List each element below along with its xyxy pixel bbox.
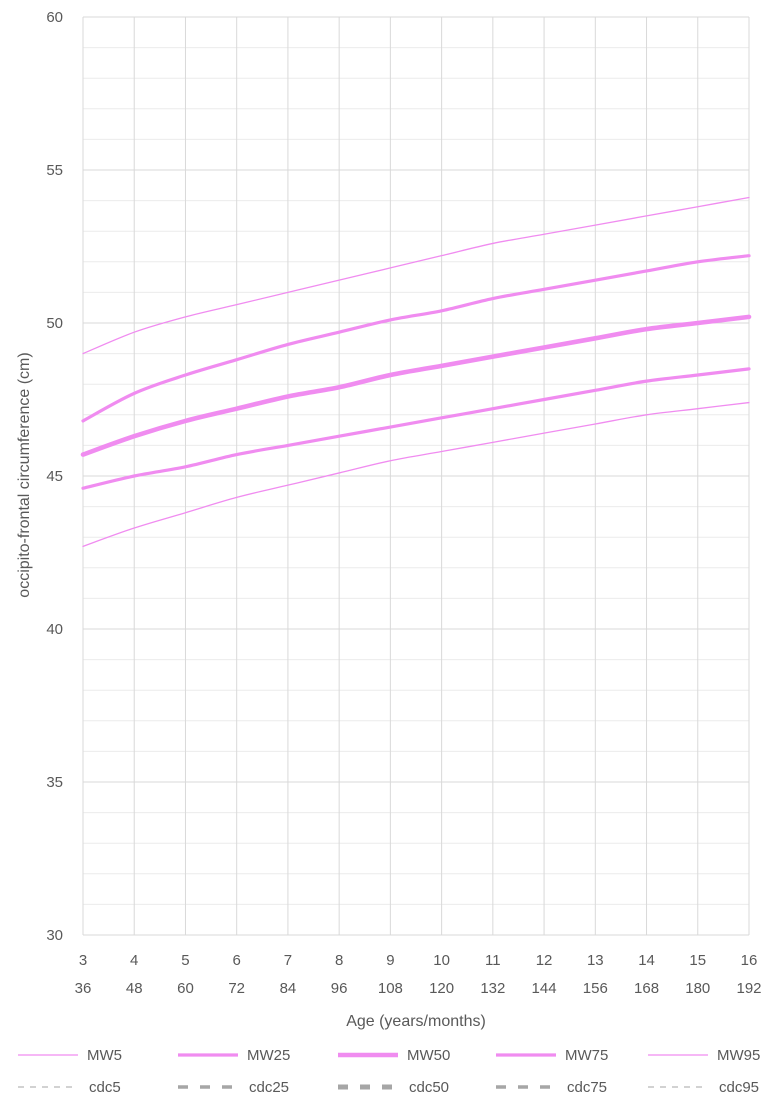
x-tick-label-month: 120 (429, 980, 454, 997)
major-gridlines (82, 16, 750, 936)
legend-label-mw25: MW25 (247, 1047, 290, 1064)
series-line-mw25 (81, 367, 751, 490)
series-line-mw5 (82, 401, 750, 548)
x-tick-label-month: 60 (177, 980, 194, 997)
x-tick-label-month: 96 (331, 980, 348, 997)
x-tick-label-month: 192 (736, 980, 761, 997)
y-tick-label: 40 (46, 621, 63, 638)
x-tick-label-year: 14 (638, 952, 655, 969)
x-axis-title: Age (years/months) (346, 1013, 486, 1030)
x-tick-label-year: 6 (233, 952, 241, 969)
legend-label-cdc25: cdc25 (249, 1079, 289, 1096)
x-tick-label-month: 156 (583, 980, 608, 997)
legend-label-mw5: MW5 (87, 1047, 122, 1064)
x-tick-label-month: 180 (685, 980, 710, 997)
legend-label-mw50: MW50 (407, 1047, 450, 1064)
series-line-mw95 (82, 196, 750, 355)
series-line-mw50 (80, 314, 752, 457)
x-tick-label-year: 13 (587, 952, 604, 969)
x-tick-label-month: 36 (75, 980, 92, 997)
x-tick-label-year: 7 (284, 952, 292, 969)
x-tick-label-year: 10 (433, 952, 450, 969)
x-tick-label-year: 8 (335, 952, 343, 969)
y-axis-ticks: 30 35 40 45 50 55 60 (46, 9, 63, 944)
x-tick-label-year: 9 (386, 952, 394, 969)
x-tick-label-month: 108 (378, 980, 403, 997)
legend-label-cdc75: cdc75 (567, 1079, 607, 1096)
x-axis-ticks: 3 36 4 48 5 60 6 72 7 84 8 96 9 108 10 120 11 132 12 144 13 1… (75, 952, 762, 997)
y-tick-label: 45 (46, 468, 63, 485)
x-tick-label-year: 12 (536, 952, 553, 969)
legend-label-mw75: MW75 (565, 1047, 608, 1064)
legend-label-cdc50: cdc50 (409, 1079, 449, 1096)
x-tick-label-month: 144 (532, 980, 557, 997)
x-tick-label-year: 4 (130, 952, 138, 969)
x-tick-label-year: 5 (181, 952, 189, 969)
legend-label-mw95: MW95 (717, 1047, 760, 1064)
y-tick-label: 35 (46, 774, 63, 791)
x-tick-label-year: 3 (79, 952, 87, 969)
legend: MW5 MW25 MW50 MW75 MW95 cdc5 cdc25 cdc50 cdc75 cd… (18, 1047, 760, 1096)
y-tick-label: 60 (46, 9, 63, 26)
x-tick-label-month: 132 (480, 980, 505, 997)
x-tick-label-month: 84 (280, 980, 297, 997)
y-tick-label: 55 (46, 162, 63, 179)
x-tick-label-month: 168 (634, 980, 659, 997)
y-tick-label: 30 (46, 927, 63, 944)
x-tick-label-year: 11 (485, 952, 501, 969)
legend-label-cdc5: cdc5 (89, 1079, 121, 1096)
series-lines (80, 196, 752, 548)
y-axis-title: occipito-frontal circumference (cm) (16, 352, 33, 597)
x-tick-label-year: 16 (741, 952, 758, 969)
legend-label-cdc95: cdc95 (719, 1079, 759, 1096)
series-line-mw75 (81, 254, 751, 423)
y-tick-label: 50 (46, 315, 63, 332)
x-tick-label-month: 72 (228, 980, 245, 997)
x-tick-label-month: 48 (126, 980, 143, 997)
x-tick-label-year: 15 (689, 952, 706, 969)
